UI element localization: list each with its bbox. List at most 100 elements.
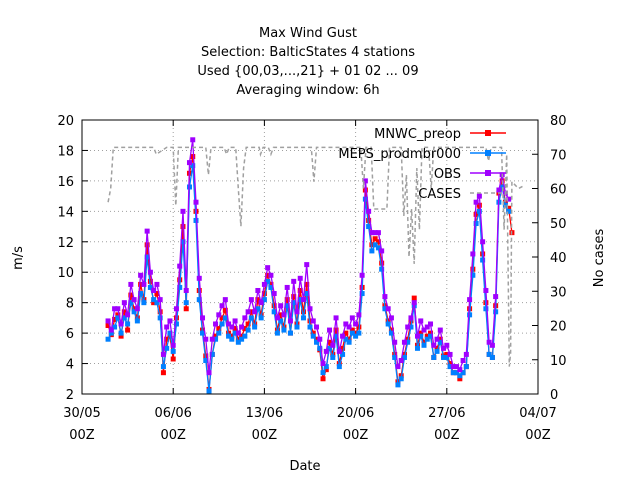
data-point-obs bbox=[261, 281, 267, 287]
y-tick-label: 6 bbox=[66, 327, 74, 342]
data-point-obs bbox=[372, 230, 378, 236]
data-point-obs bbox=[327, 327, 333, 333]
x-tick-label: 13/06 bbox=[246, 406, 283, 421]
data-point-mnwc-preop bbox=[408, 318, 414, 324]
y2-tick-label: 20 bbox=[550, 320, 567, 335]
data-point-meps-prodmbr000 bbox=[226, 333, 232, 339]
data-point-meps-prodmbr000 bbox=[167, 330, 173, 336]
y2-tick-label: 0 bbox=[550, 388, 558, 403]
data-point-mnwc-preop bbox=[314, 336, 320, 342]
data-point-mnwc-preop bbox=[379, 260, 385, 266]
data-point-mnwc-preop bbox=[261, 291, 267, 297]
data-point-obs bbox=[219, 303, 225, 309]
data-point-mnwc-preop bbox=[121, 309, 127, 315]
data-point-meps-prodmbr000 bbox=[128, 300, 134, 306]
data-point-mnwc-preop bbox=[151, 300, 157, 306]
data-point-obs bbox=[186, 160, 192, 166]
axes: 2 4 6 8 10 12 14 16 18 20 0 10 20 30 40 50 60 70 80 30/05 00… bbox=[57, 114, 566, 443]
data-point-mnwc-preop bbox=[216, 326, 222, 332]
data-point-meps-prodmbr000 bbox=[278, 318, 284, 324]
data-point-obs bbox=[206, 370, 212, 376]
x-tick-label-time: 00Z bbox=[434, 428, 460, 443]
legend-label-meps-prodmbr000: MEPS_prodmbr000 bbox=[338, 147, 461, 162]
data-point-meps-prodmbr000 bbox=[424, 336, 430, 342]
y2-axis-label: No cases bbox=[592, 229, 607, 288]
legend-marker-meps-prodmbr000 bbox=[485, 150, 491, 156]
data-point-obs bbox=[506, 196, 512, 202]
data-point-obs bbox=[164, 324, 170, 330]
data-point-mnwc-preop bbox=[304, 281, 310, 287]
data-point-mnwc-preop bbox=[333, 327, 339, 333]
data-point-meps-prodmbr000 bbox=[261, 297, 267, 303]
data-point-obs bbox=[441, 345, 447, 351]
data-point-meps-prodmbr000 bbox=[151, 297, 157, 303]
data-point-obs bbox=[428, 321, 434, 327]
data-point-meps-prodmbr000 bbox=[252, 324, 258, 330]
data-point-obs bbox=[278, 303, 284, 309]
y-tick-label: 18 bbox=[57, 144, 74, 159]
data-point-meps-prodmbr000 bbox=[265, 278, 271, 284]
data-point-meps-prodmbr000 bbox=[134, 318, 140, 324]
data-point-mnwc-preop bbox=[375, 239, 381, 245]
data-point-meps-prodmbr000 bbox=[216, 330, 222, 336]
data-point-obs bbox=[105, 318, 111, 324]
y-axis-label: m/s bbox=[11, 246, 26, 270]
data-point-mnwc-preop bbox=[105, 323, 111, 328]
data-point-obs bbox=[193, 199, 199, 205]
plot-frame bbox=[81, 119, 539, 395]
y-tick-label: 4 bbox=[66, 358, 74, 373]
data-point-meps-prodmbr000 bbox=[349, 330, 355, 336]
data-point-obs bbox=[284, 284, 290, 290]
data-point-meps-prodmbr000 bbox=[473, 221, 479, 227]
data-point-obs bbox=[268, 272, 274, 278]
x-tick-label: 20/06 bbox=[337, 406, 374, 421]
x-tick-label-time: 00Z bbox=[525, 428, 551, 443]
data-point-obs bbox=[382, 294, 388, 300]
data-point-mnwc-preop bbox=[300, 309, 306, 315]
data-point-mnwc-preop bbox=[229, 333, 235, 339]
data-point-obs bbox=[476, 193, 482, 199]
data-point-meps-prodmbr000 bbox=[232, 330, 238, 336]
data-point-obs bbox=[346, 324, 352, 330]
data-point-obs bbox=[291, 278, 297, 284]
data-point-obs bbox=[385, 306, 391, 312]
chart-title: Max Wind Gust Selection: BalticStates 4 s… bbox=[197, 26, 418, 98]
data-point-obs bbox=[366, 208, 372, 214]
data-point-meps-prodmbr000 bbox=[382, 306, 388, 312]
data-point-meps-prodmbr000 bbox=[385, 321, 391, 327]
data-point-obs bbox=[437, 327, 443, 333]
y2-tick-label: 50 bbox=[550, 217, 567, 232]
data-point-obs bbox=[125, 312, 131, 318]
title-line: Max Wind Gust bbox=[259, 26, 357, 41]
data-point-mnwc-preop bbox=[213, 333, 219, 339]
data-point-mnwc-preop bbox=[340, 345, 346, 351]
data-point-meps-prodmbr000 bbox=[398, 376, 404, 382]
data-point-mnwc-preop bbox=[112, 316, 118, 322]
data-point-obs bbox=[255, 287, 261, 293]
data-point-mnwc-preop bbox=[154, 291, 160, 297]
data-point-obs bbox=[177, 263, 183, 269]
data-point-mnwc-preop bbox=[222, 307, 228, 313]
data-point-meps-prodmbr000 bbox=[327, 345, 333, 351]
data-point-obs bbox=[353, 321, 359, 327]
data-point-obs bbox=[200, 315, 206, 321]
data-point-obs bbox=[258, 300, 264, 306]
data-point-meps-prodmbr000 bbox=[463, 364, 469, 370]
data-point-obs bbox=[356, 312, 362, 318]
title-line: Used {00,03,...,21} + 01 02 ... 09 bbox=[197, 64, 418, 79]
y2-tick-label: 10 bbox=[550, 354, 567, 369]
data-point-mnwc-preop bbox=[128, 292, 134, 298]
data-point-meps-prodmbr000 bbox=[483, 306, 489, 312]
data-point-obs bbox=[304, 262, 310, 268]
data-point-meps-prodmbr000 bbox=[414, 345, 420, 351]
data-point-obs bbox=[411, 300, 417, 306]
data-point-obs bbox=[379, 248, 385, 254]
data-point-mnwc-preop bbox=[473, 211, 479, 217]
data-point-mnwc-preop bbox=[164, 336, 170, 342]
data-point-obs bbox=[414, 333, 420, 339]
data-point-meps-prodmbr000 bbox=[418, 333, 424, 339]
data-point-mnwc-preop bbox=[346, 336, 352, 342]
data-point-meps-prodmbr000 bbox=[506, 208, 512, 214]
data-point-obs bbox=[229, 324, 235, 330]
data-point-mnwc-preop bbox=[147, 278, 153, 284]
